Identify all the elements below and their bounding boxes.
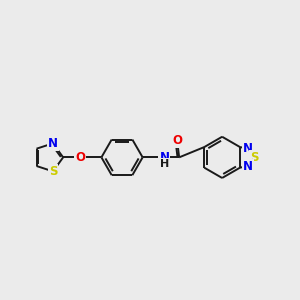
- Text: S: S: [250, 151, 259, 164]
- Text: N: N: [243, 142, 253, 155]
- Text: N: N: [159, 151, 170, 164]
- Text: H: H: [160, 159, 169, 169]
- Text: O: O: [173, 134, 183, 147]
- Text: O: O: [75, 151, 85, 164]
- Text: S: S: [49, 165, 57, 178]
- Text: N: N: [48, 137, 58, 150]
- Text: N: N: [243, 160, 253, 172]
